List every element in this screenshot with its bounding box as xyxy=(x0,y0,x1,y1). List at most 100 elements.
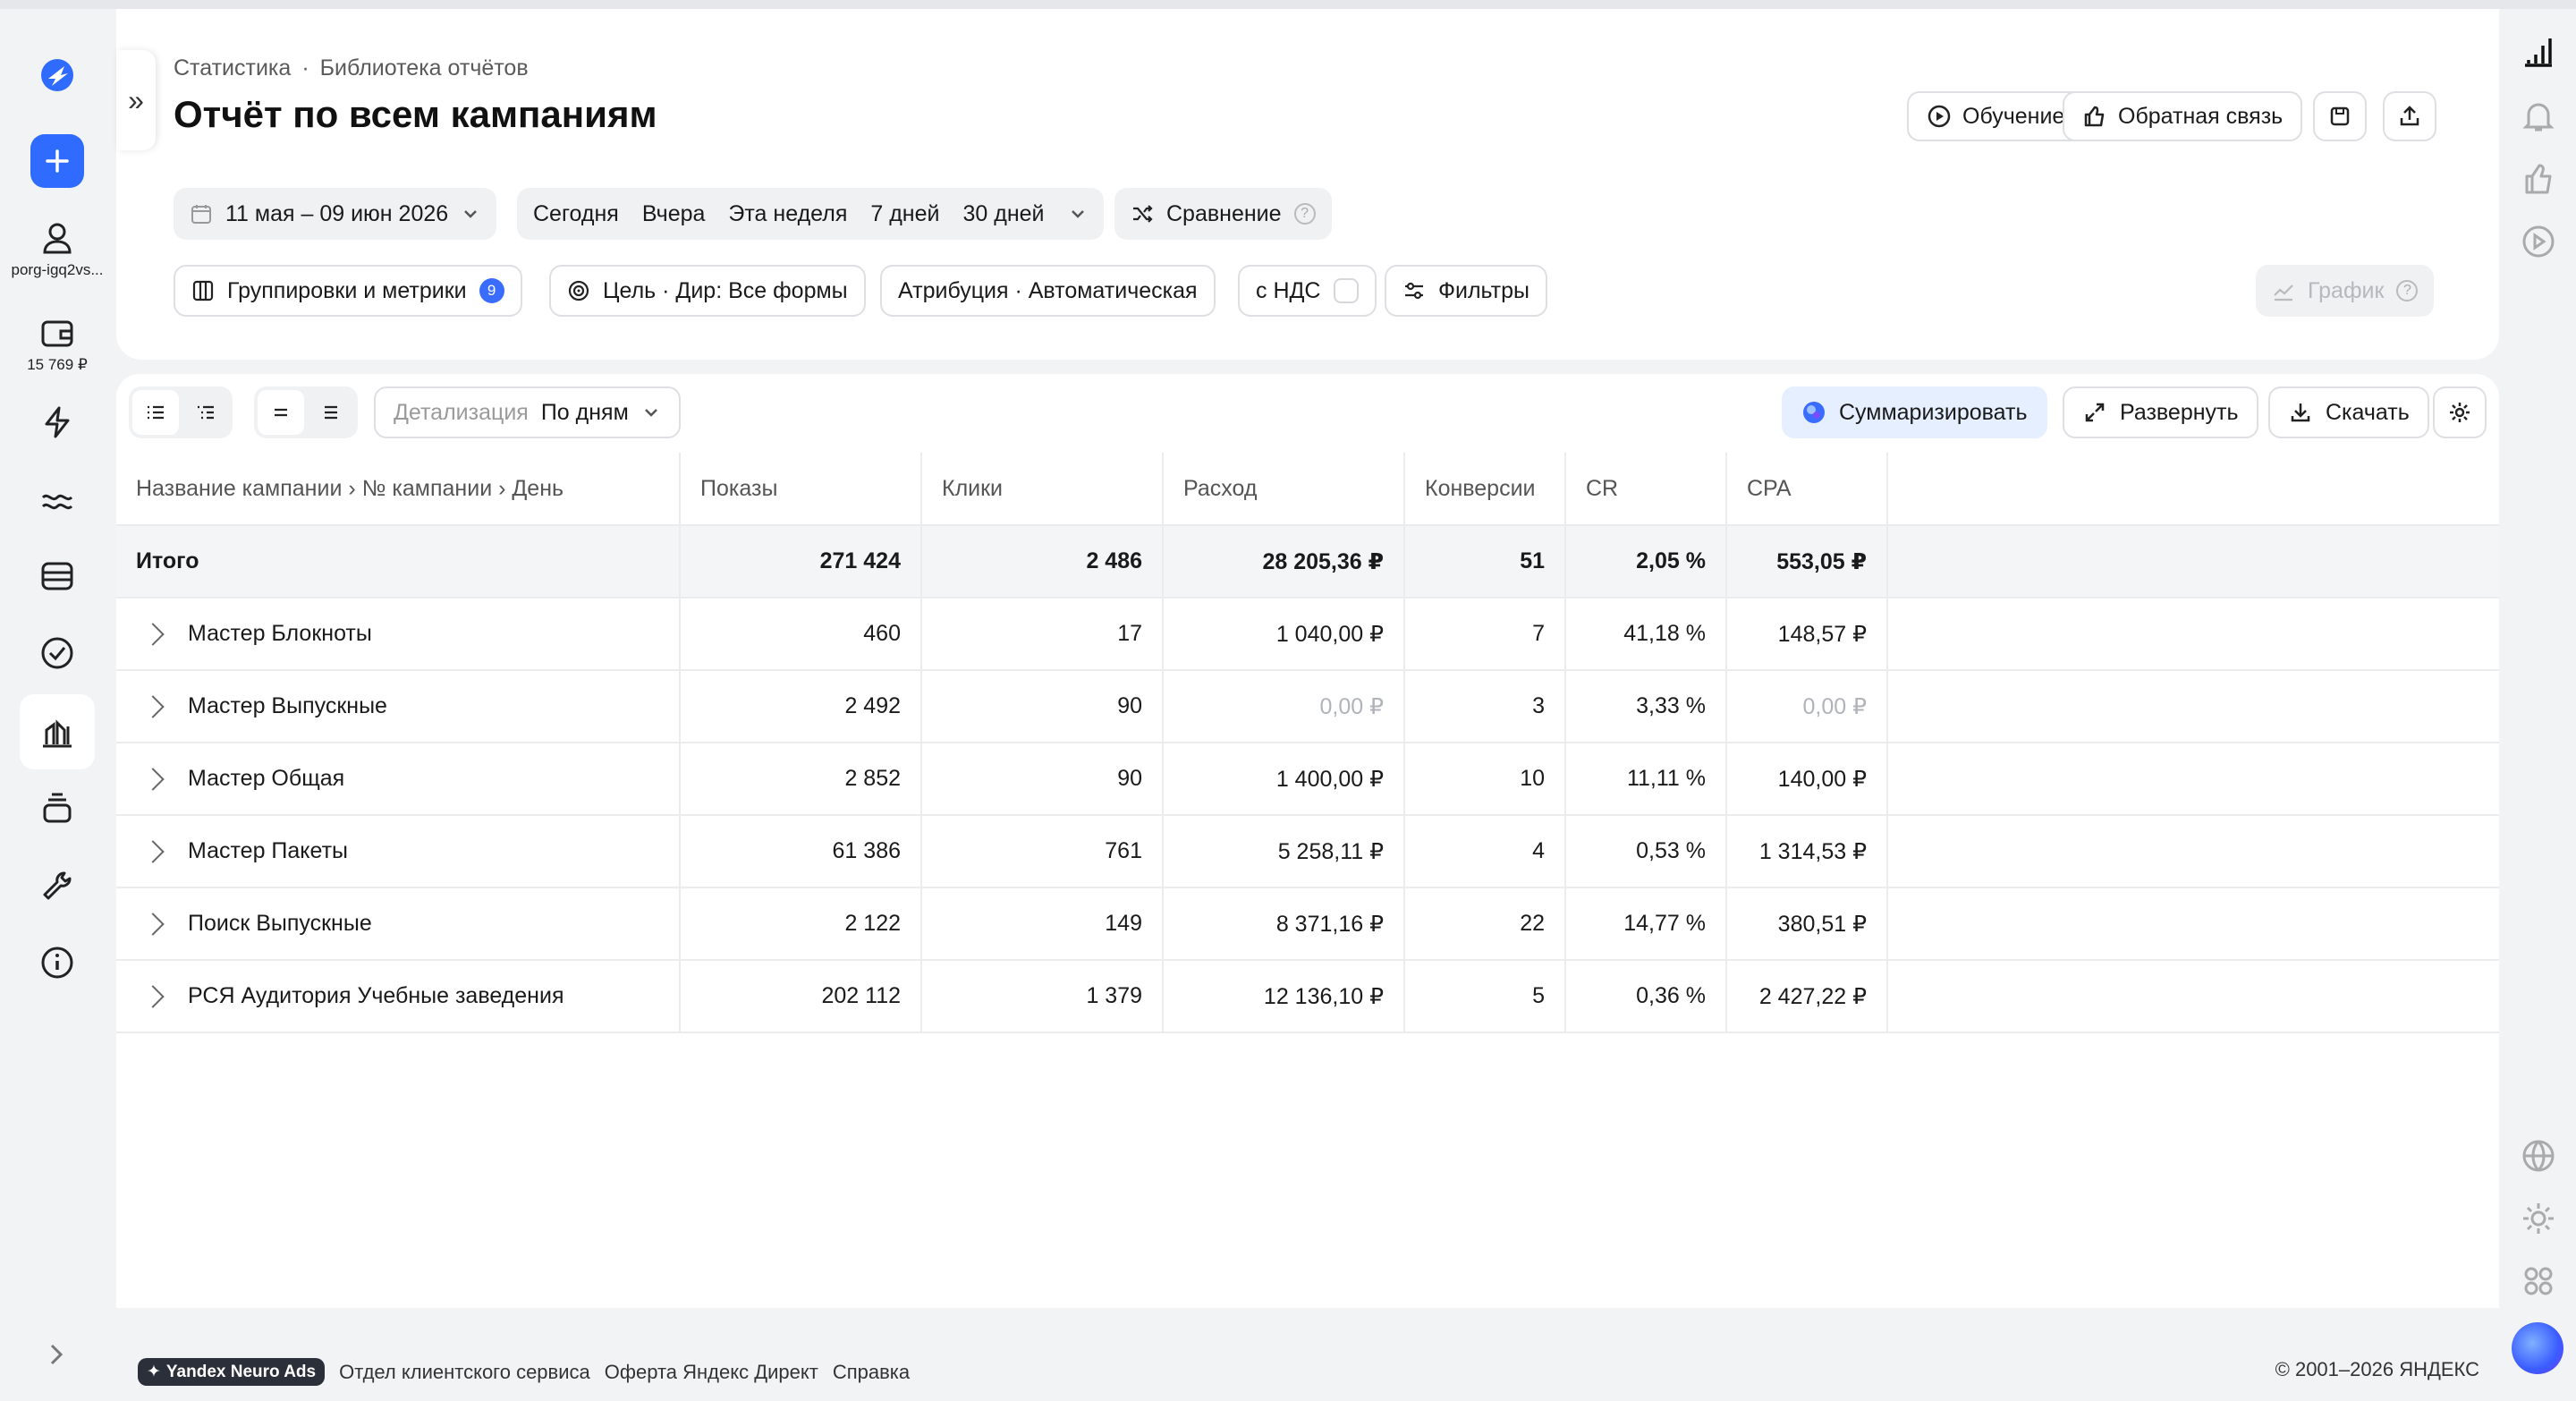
column-conversions[interactable]: Конверсии xyxy=(1404,453,1566,526)
chevron-right-icon[interactable] xyxy=(141,913,165,937)
regular-density-button[interactable] xyxy=(308,390,354,435)
summarize-button[interactable]: Суммаризировать xyxy=(1782,386,2047,438)
help-icon[interactable]: ? xyxy=(1293,203,1316,225)
alice-assistant-icon[interactable] xyxy=(2512,1322,2563,1374)
date-range-picker[interactable]: 11 мая – 09 июн 2026 xyxy=(174,188,497,240)
total-clicks: 2 486 xyxy=(921,525,1164,599)
ai-orb-icon xyxy=(1803,402,1825,423)
filters-button[interactable]: Фильтры xyxy=(1385,265,1547,317)
footer-link-help[interactable]: Справка xyxy=(832,1360,911,1383)
check-circle-icon[interactable] xyxy=(20,616,95,691)
wallet-menu[interactable]: 15 769 ₽ xyxy=(0,308,114,379)
table-row[interactable]: Мастер Блокноты 460 17 1 040,00 ₽ 7 41,1… xyxy=(116,598,2499,671)
detail-select[interactable]: Детализация По дням xyxy=(374,386,681,438)
wrench-icon[interactable] xyxy=(20,848,95,923)
copyright: © 2001–2026 ЯНДЕКС xyxy=(2275,1358,2479,1380)
table-toolbar: Детализация По дням Суммаризировать Разв… xyxy=(116,374,2499,453)
table-settings-button[interactable] xyxy=(2433,386,2487,438)
user-menu[interactable]: porg-igq2vs... xyxy=(0,213,114,284)
bell-icon[interactable] xyxy=(2513,91,2563,141)
left-sidebar: porg-igq2vs... 15 769 ₽ xyxy=(0,9,114,1401)
campaign-name: Мастер Общая xyxy=(188,766,345,791)
campaign-name: Мастер Пакеты xyxy=(188,838,349,863)
chevron-right-icon[interactable] xyxy=(141,768,165,792)
column-clicks[interactable]: Клики xyxy=(921,453,1164,526)
chevron-down-icon[interactable] xyxy=(1068,204,1088,224)
column-name[interactable]: Название кампании › № кампании › День xyxy=(116,453,681,526)
detail-label: Детализация xyxy=(394,399,529,425)
preset-yesterday[interactable]: Вчера xyxy=(641,200,706,226)
signal-icon[interactable] xyxy=(2513,27,2563,77)
total-label: Итого xyxy=(116,525,681,599)
breadcrumb-library[interactable]: Библиотека отчётов xyxy=(319,55,529,81)
learning-button[interactable]: Обучение xyxy=(1907,91,2085,141)
globe-icon[interactable] xyxy=(2513,1131,2563,1181)
bolt-icon[interactable] xyxy=(20,385,95,460)
download-button[interactable]: Скачать xyxy=(2268,386,2429,438)
list-view-button[interactable] xyxy=(132,390,179,435)
tree-view-button[interactable] xyxy=(182,390,229,435)
chart-line-icon xyxy=(2274,284,2293,301)
list-icon xyxy=(148,405,164,420)
plus-icon[interactable] xyxy=(30,134,84,188)
table-row[interactable]: Мастер Общая 2 852 90 1 400,00 ₽ 10 11,1… xyxy=(116,743,2499,816)
save-button[interactable] xyxy=(2313,91,2367,141)
table-header-row: Название кампании › № кампании › День По… xyxy=(116,453,2499,526)
table-row[interactable]: Поиск Выпускные 2 122 149 8 371,16 ₽ 22 … xyxy=(116,887,2499,961)
column-filler xyxy=(1887,453,2499,526)
groupings-button[interactable]: Группировки и метрики 9 xyxy=(174,265,522,317)
column-cost[interactable]: Расход xyxy=(1163,453,1405,526)
chevron-right-icon[interactable] xyxy=(141,985,165,1009)
page-title: Отчёт по всем кампаниям xyxy=(174,93,657,135)
chevron-right-icon[interactable] xyxy=(141,623,165,647)
share-button[interactable] xyxy=(2383,91,2436,141)
chart-button[interactable]: График ? xyxy=(2256,265,2435,317)
apps-icon[interactable] xyxy=(2513,1256,2563,1306)
balance-label: 15 769 ₽ xyxy=(27,356,88,373)
compare-button[interactable]: Сравнение ? xyxy=(1114,188,1332,240)
logo-icon[interactable] xyxy=(20,38,95,113)
preset-today[interactable]: Сегодня xyxy=(533,200,619,226)
breadcrumb-stats[interactable]: Статистика xyxy=(174,55,292,81)
table-row[interactable]: Мастер Пакеты 61 386 761 5 258,11 ₽ 4 0,… xyxy=(116,815,2499,888)
expand-sidebar-icon[interactable] xyxy=(36,1333,79,1376)
theme-icon[interactable] xyxy=(2513,1193,2563,1244)
goal-selector[interactable]: Цель · Дир: Все формы xyxy=(549,265,866,317)
menu-icon xyxy=(325,405,337,420)
compact-density-button[interactable] xyxy=(258,390,304,435)
attribution-selector[interactable]: Атрибуция · Автоматическая xyxy=(880,265,1216,317)
target-icon xyxy=(568,280,589,301)
play-circle-icon[interactable] xyxy=(2513,217,2563,267)
chart-icon[interactable] xyxy=(20,694,95,769)
table-row[interactable]: РСЯ Аудитория Учебные заведения 202 112 … xyxy=(116,960,2499,1033)
equals-icon xyxy=(275,408,287,417)
chevron-down-icon xyxy=(644,409,657,417)
info-icon[interactable] xyxy=(20,925,95,1000)
preset-7-days[interactable]: 7 дней xyxy=(870,200,940,226)
database-icon[interactable] xyxy=(20,539,95,614)
chevron-right-icon[interactable] xyxy=(141,840,165,864)
view-mode-toggle xyxy=(129,386,233,438)
stack-icon[interactable] xyxy=(20,771,95,846)
date-range-value: 11 мая – 09 июн 2026 xyxy=(225,200,449,226)
collapse-panel-button[interactable]: » xyxy=(116,50,156,150)
expand-button[interactable]: Развернуть xyxy=(2063,386,2258,438)
chevron-right-icon[interactable] xyxy=(141,695,165,719)
preset-this-week[interactable]: Эта неделя xyxy=(728,200,848,226)
column-cr[interactable]: CR xyxy=(1565,453,1727,526)
right-sidebar xyxy=(2501,9,2576,1401)
table-row[interactable]: Мастер Выпускные 2 492 90 0,00 ₽ 3 3,33 … xyxy=(116,670,2499,743)
wave-icon[interactable] xyxy=(20,462,95,537)
preset-30-days[interactable]: 30 дней xyxy=(962,200,1045,226)
column-shows[interactable]: Показы xyxy=(680,453,922,526)
footer-link-support[interactable]: Отдел клиентского сервиса xyxy=(339,1360,590,1383)
feedback-button[interactable]: Обратная связь xyxy=(2063,91,2303,141)
campaign-name: Мастер Выпускные xyxy=(188,693,387,718)
vat-toggle[interactable]: с НДС xyxy=(1238,265,1377,317)
neuro-ads-badge[interactable]: ✦ Yandex Neuro Ads xyxy=(138,1358,326,1386)
footer-link-offer[interactable]: Оферта Яндекс Директ xyxy=(604,1360,818,1383)
column-cpa[interactable]: CPA xyxy=(1726,453,1888,526)
help-icon[interactable]: ? xyxy=(2396,280,2419,301)
vat-checkbox[interactable] xyxy=(1333,278,1359,303)
thumbs-up-icon[interactable] xyxy=(2513,154,2563,204)
